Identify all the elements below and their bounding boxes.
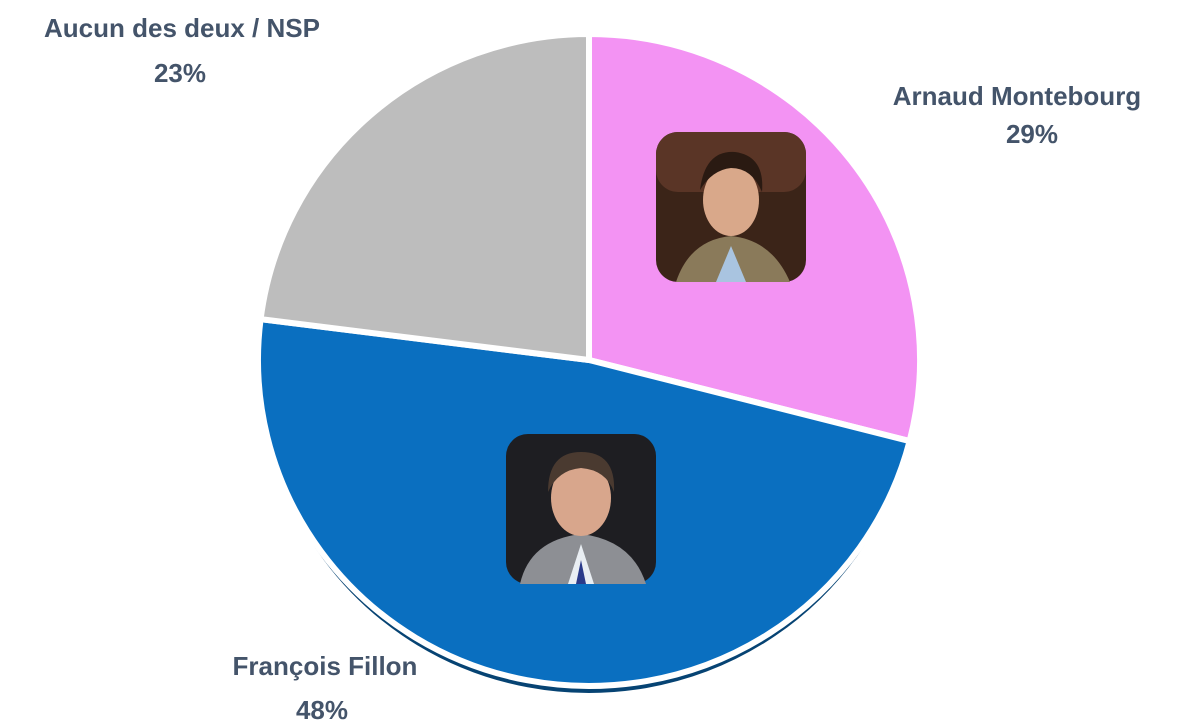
value-label: 23% — [154, 58, 206, 88]
category-label: Aucun des deux / NSP — [44, 13, 320, 43]
category-label: Arnaud Montebourg — [893, 81, 1141, 111]
photo-fillon — [506, 434, 656, 584]
page: Arnaud Montebourg 29% François Fillon 48% Au… — [0, 0, 1194, 727]
chart: Arnaud Montebourg 29% François Fillon 48% Au… — [0, 0, 1194, 727]
category-label: François Fillon — [233, 651, 418, 681]
pie-slices — [258, 34, 920, 686]
value-label: 48% — [296, 695, 348, 725]
photo-montebourg — [656, 132, 806, 282]
slice — [261, 34, 589, 360]
value-label: 29% — [1006, 119, 1058, 149]
